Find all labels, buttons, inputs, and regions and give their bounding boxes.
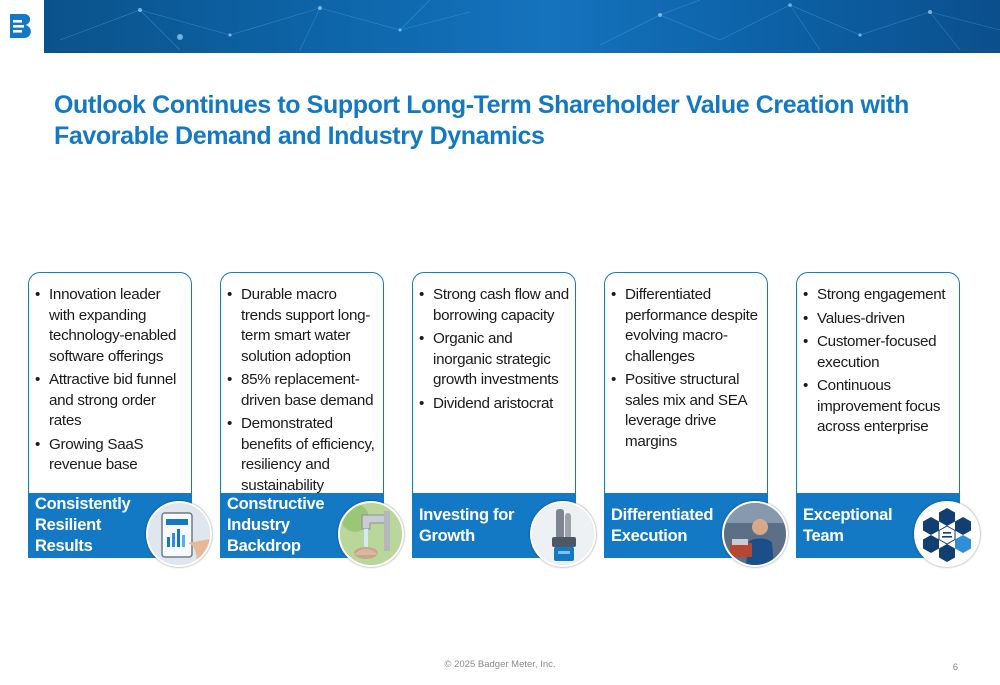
label-line: Execution — [611, 526, 688, 545]
pillar-label: Exceptional Team — [803, 493, 913, 558]
pillar-label: Consistently Resilient Results — [35, 493, 145, 558]
label-line: Industry — [227, 516, 290, 534]
label-line: Team — [803, 526, 844, 545]
water-faucet-icon — [338, 501, 404, 567]
copyright-footer: © 2025 Badger Meter, Inc. — [444, 659, 556, 670]
pillar-card-body: Differentiated performance despite evolv… — [604, 272, 768, 496]
pillar-card-results: Innovation leader with expanding technol… — [28, 272, 212, 574]
page-number: 6 — [952, 662, 958, 673]
bullet-item: Dividend aristocrat — [419, 394, 569, 415]
pillar-label: Differentiated Execution — [611, 493, 721, 558]
pillar-card-body: Durable macro trends support long-term s… — [220, 272, 384, 496]
core-values-hexagon-icon — [914, 501, 980, 567]
page-title: Outlook Continues to Support Long-Term S… — [54, 90, 974, 152]
label-line: Resilient — [35, 516, 102, 534]
bullet-item: Demonstrated benefits of efficiency, res… — [227, 414, 377, 496]
bullet-list: Strong engagement Values-driven Customer… — [797, 273, 959, 438]
bullet-list: Innovation leader with expanding technol… — [29, 273, 191, 476]
label-line: Growth — [419, 526, 475, 545]
bullet-item: Innovation leader with expanding technol… — [35, 285, 185, 367]
label-line: Constructive — [227, 495, 325, 513]
pillar-label: Investing for Growth — [419, 493, 529, 558]
pillar-card-body: Strong cash flow and borrowing capacity … — [412, 272, 576, 496]
title-line-1: Outlook Continues to Support Long-Term S… — [54, 91, 909, 119]
bullet-item: Strong cash flow and borrowing capacity — [419, 285, 569, 326]
label-line: Results — [35, 537, 93, 555]
bullet-item: Positive structural sales mix and SEA le… — [611, 370, 761, 452]
bullet-list: Strong cash flow and borrowing capacity … — [413, 273, 575, 414]
bullet-item: Strong engagement — [803, 285, 953, 306]
tablet-dashboard-icon — [146, 501, 212, 567]
bullet-item: Durable macro trends support long-term s… — [227, 285, 377, 367]
title-line-2: Favorable Demand and Industry Dynamics — [54, 122, 545, 150]
bullet-item: Continuous improvement focus across ente… — [803, 376, 953, 438]
bullet-item: Organic and inorganic strategic growth i… — [419, 329, 569, 391]
bullet-item: 85% replacement-driven base demand — [227, 370, 377, 411]
factory-worker-icon — [722, 501, 788, 567]
bullet-item: Attractive bid funnel and strong order r… — [35, 370, 185, 432]
bullet-list: Differentiated performance despite evolv… — [605, 273, 767, 452]
pillar-label: Constructive Industry Backdrop — [227, 493, 337, 558]
label-line: Investing for — [419, 505, 515, 524]
bullet-item: Values-driven — [803, 309, 953, 330]
bullet-item: Differentiated performance despite evolv… — [611, 285, 761, 367]
water-sensor-icon — [530, 501, 596, 567]
pillar-card-execution: Differentiated performance despite evolv… — [604, 272, 788, 574]
header-banner — [0, 0, 1000, 53]
bullet-item: Growing SaaS revenue base — [35, 435, 185, 476]
pillar-card-team: Strong engagement Values-driven Customer… — [796, 272, 980, 574]
bullet-item: Customer-focused execution — [803, 332, 953, 373]
label-line: Differentiated — [611, 505, 714, 524]
pillar-card-growth: Strong cash flow and borrowing capacity … — [412, 272, 596, 574]
network-background-graphic — [59, 0, 1000, 51]
badger-meter-logo — [10, 14, 31, 38]
pillar-card-body: Innovation leader with expanding technol… — [28, 272, 192, 496]
label-line: Exceptional — [803, 505, 893, 524]
pillar-card-body: Strong engagement Values-driven Customer… — [796, 272, 960, 496]
pillar-card-backdrop: Durable macro trends support long-term s… — [220, 272, 404, 574]
label-line: Backdrop — [227, 537, 301, 555]
bullet-list: Durable macro trends support long-term s… — [221, 273, 383, 496]
label-line: Consistently — [35, 495, 131, 513]
logo-box — [0, 0, 44, 53]
